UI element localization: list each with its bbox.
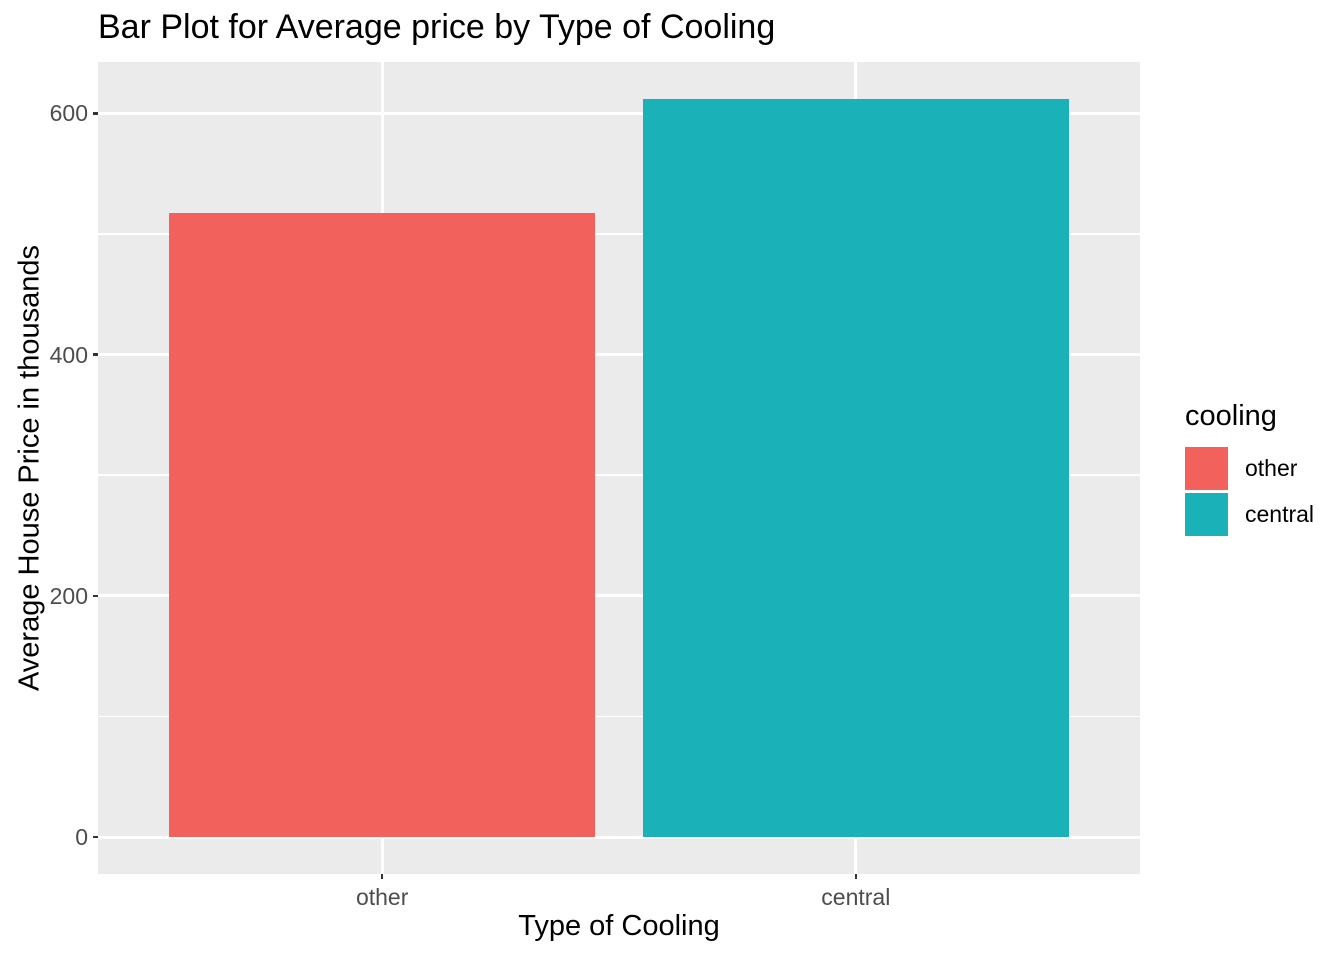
bar-central <box>642 98 1069 838</box>
gridline-minor <box>98 233 1140 235</box>
gridline-major <box>98 835 1140 839</box>
x-tick-label: central <box>821 884 891 910</box>
y-tick-label: 600 <box>49 100 88 127</box>
legend-item-other: other <box>1185 447 1314 490</box>
gridline-major <box>98 594 1140 598</box>
gridline-minor <box>98 474 1140 476</box>
x-axis-title: Type of Cooling <box>518 910 720 942</box>
legend-key-other <box>1185 447 1228 490</box>
legend: cooling other central <box>1185 400 1314 539</box>
y-tick-mark <box>93 353 98 356</box>
legend-label: central <box>1245 501 1315 527</box>
gridline-major <box>98 111 1140 115</box>
legend-label: other <box>1245 455 1298 481</box>
x-tick-mark <box>380 874 384 879</box>
legend-key-central <box>1185 493 1228 536</box>
chart-title: Bar Plot for Average price by Type of Co… <box>98 8 776 46</box>
y-tick-label: 400 <box>49 341 88 368</box>
y-tick-label: 0 <box>75 824 88 851</box>
y-tick-mark <box>93 835 98 839</box>
y-tick-mark <box>93 112 98 115</box>
legend-title: cooling <box>1185 400 1277 432</box>
y-tick-label: 200 <box>49 582 88 609</box>
gridline-minor <box>98 715 1140 718</box>
x-tick-mark <box>854 874 858 879</box>
y-tick-mark <box>93 594 98 598</box>
y-axis-title: Average House Price in thousands <box>13 244 46 692</box>
bar-other <box>169 213 596 838</box>
x-tick-label: other <box>355 884 409 910</box>
legend-item-central: central <box>1185 493 1314 536</box>
gridline-major <box>98 353 1140 357</box>
plot-panel <box>98 62 1140 874</box>
